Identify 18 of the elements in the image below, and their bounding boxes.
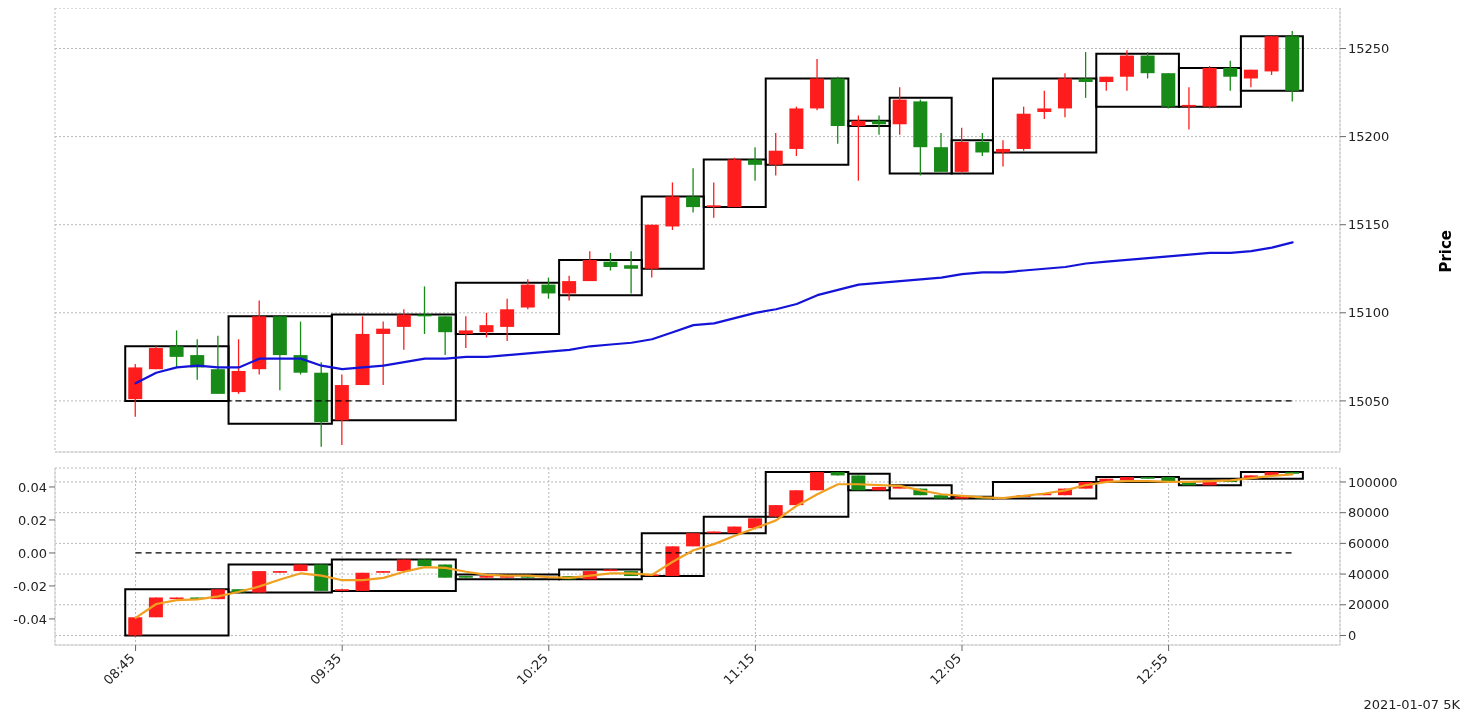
- y2-axis-title: Price: [1437, 230, 1456, 273]
- y-tick-label: 0.00: [18, 545, 47, 561]
- y2-tick-label: 0: [1348, 628, 1357, 644]
- y2-tick-label: 40000: [1348, 566, 1390, 582]
- y2-tick-label: 15050: [1348, 393, 1390, 409]
- y-tick-label: 0.04: [18, 479, 47, 495]
- y2-tick-label: 15250: [1348, 41, 1390, 57]
- y2-tick-label: 60000: [1348, 535, 1390, 551]
- y2-tick-label: 80000: [1348, 505, 1390, 521]
- text: 2021-01-07 5K: [1363, 697, 1461, 712]
- y-tick-label: 0.02: [18, 512, 47, 528]
- y-tick-label: -0.02: [13, 578, 47, 594]
- y2-tick-label: 15150: [1348, 217, 1390, 233]
- y2-tick-label: 15100: [1348, 305, 1390, 321]
- y2-tick-label: 20000: [1348, 597, 1390, 613]
- y2-tick-label: 100000: [1348, 474, 1398, 490]
- y-tick-label: -0.04: [13, 611, 47, 627]
- y2-tick-label: 15200: [1348, 129, 1390, 145]
